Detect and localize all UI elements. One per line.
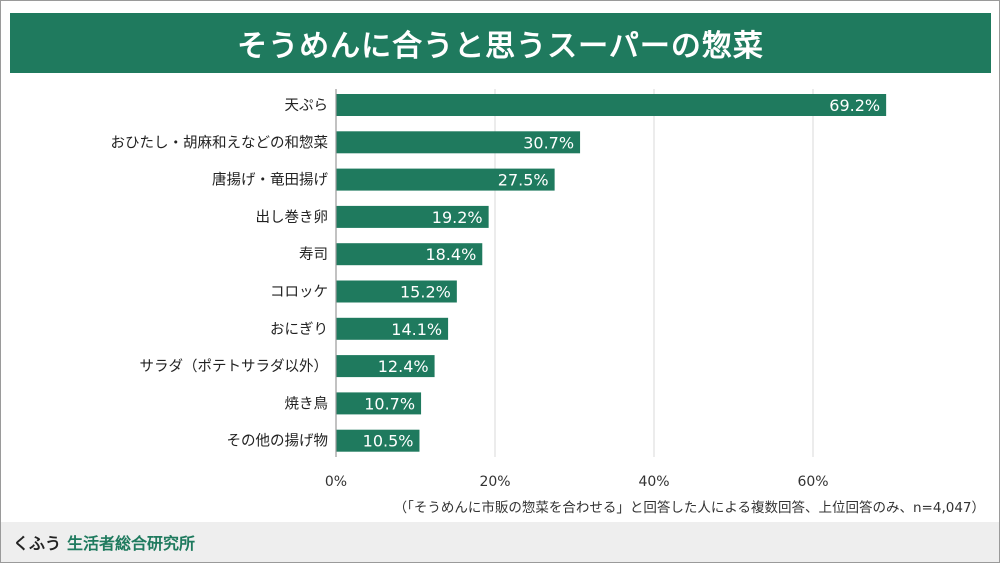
bar	[336, 392, 422, 415]
x-tick-label: 0%	[325, 474, 347, 490]
category-label: おにぎり	[270, 321, 328, 338]
brand-logo: くふう 生活者総合研究所	[13, 530, 195, 554]
bar	[336, 317, 449, 340]
brand-name-institute: 生活者総合研究所	[67, 534, 196, 553]
chart-note: （「そうめんに市販の惣菜を合わせる」と回答した人による複数回答、上位回答のみ、n…	[393, 500, 985, 516]
category-label: サラダ（ポテトサラダ以外）	[140, 358, 329, 375]
data-label: 10.7%	[364, 394, 415, 413]
bar	[336, 205, 489, 228]
data-label: 27.5%	[498, 171, 549, 190]
bar	[336, 355, 435, 378]
bar	[336, 94, 887, 116]
x-tick-label: 40%	[638, 474, 669, 490]
bar	[336, 429, 420, 452]
brand-name-kufu: くふう	[13, 534, 62, 553]
category-label: 天ぷら	[285, 98, 329, 114]
bar	[336, 131, 581, 154]
bar-chart: 0% 20% 40% 60% 天ぷら 69.2% おひたし・胡麻和えなどの和惣菜 30.7% 唐…	[111, 89, 887, 490]
bar	[336, 280, 457, 303]
category-label: 寿司	[299, 246, 328, 263]
title-bar: そうめんに合うと思うスーパーの惣菜	[10, 13, 991, 73]
data-label: 10.5%	[363, 432, 414, 451]
chart-title: そうめんに合うと思うスーパーの惣菜	[237, 29, 764, 64]
category-label: コロッケ	[270, 284, 328, 301]
category-label: おひたし・胡麻和えなどの和惣菜	[111, 134, 329, 151]
x-tick-label: 60%	[797, 474, 828, 490]
bar	[336, 243, 483, 266]
data-label: 18.4%	[425, 245, 476, 264]
data-label: 12.4%	[378, 357, 429, 376]
category-label: その他の揚げ物	[227, 433, 329, 450]
data-label: 19.2%	[432, 208, 483, 227]
data-label: 30.7%	[523, 133, 574, 152]
x-tick-label: 20%	[479, 474, 510, 490]
footer: くふう 生活者総合研究所	[1, 522, 999, 562]
data-label: 69.2%	[829, 96, 880, 115]
category-label: 焼き鳥	[285, 395, 329, 412]
data-label: 14.1%	[391, 320, 442, 339]
category-label: 出し巻き卵	[256, 209, 329, 226]
data-label: 15.2%	[400, 283, 451, 302]
category-label: 唐揚げ・竜田揚げ	[212, 172, 328, 189]
bar	[336, 168, 555, 191]
